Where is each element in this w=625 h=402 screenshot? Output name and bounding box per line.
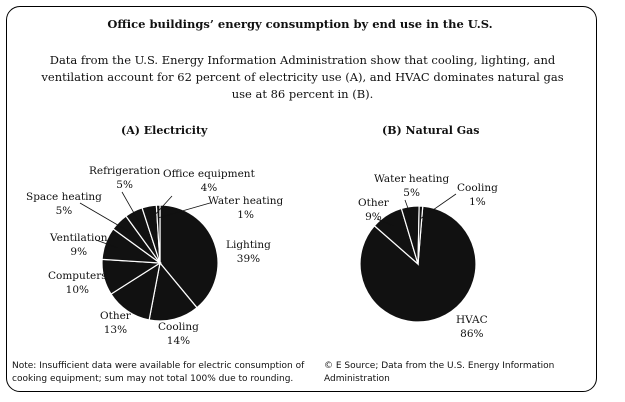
electricity-label-water-heating: Water heating 1% <box>208 194 283 222</box>
electricity-label-lighting-name: Lighting <box>226 239 271 251</box>
electricity-label-water-heating-name: Water heating <box>208 195 284 207</box>
electricity-leader-space-heating <box>79 202 129 232</box>
natural-gas-label-cooling-name: Cooling <box>457 182 498 194</box>
electricity-leader-ventilation <box>95 239 118 249</box>
electricity-leader-office-equipment <box>151 195 173 219</box>
electricity-label-computers-value: 10% <box>65 284 89 296</box>
electricity-label-lighting: Lighting 39% <box>226 238 271 266</box>
natural-gas-pie <box>359 193 477 323</box>
electricity-label-refrigeration-name: Refrigeration <box>89 165 161 177</box>
electricity-label-ventilation-name: Ventilation <box>50 232 108 244</box>
figure-title: Office buildings’ energy consumption by … <box>107 17 493 31</box>
electricity-label-other-value: 13% <box>103 324 128 336</box>
electricity-slice-water-heating <box>155 204 161 264</box>
electricity-label-cooling: Cooling 14% <box>158 320 199 348</box>
electricity-label-computers-name: Computers <box>48 270 107 282</box>
natural-gas-label-other-value: 9% <box>365 211 382 223</box>
electricity-slice-cooling <box>148 261 198 322</box>
electricity-label-cooling-value: 14% <box>166 335 191 347</box>
natural-gas-label-hvac-value: 86% <box>460 328 484 340</box>
electricity-label-refrigeration: Refrigeration 5% <box>89 164 160 192</box>
electricity-label-water-heating-value: 1% <box>237 209 254 221</box>
electricity-label-cooling-name: Cooling <box>158 321 199 333</box>
footnote: Note: Insufficient data were available f… <box>12 361 305 384</box>
electricity-label-office-equipment-name: Office equipment <box>163 168 255 180</box>
electricity-leader-refrigeration <box>121 191 140 223</box>
natural-gas-leader-other <box>376 218 394 227</box>
natural-gas-label-water-heating: Water heating 5% <box>374 172 449 200</box>
figure-frame <box>6 6 597 392</box>
electricity-label-ventilation-value: 9% <box>70 246 88 258</box>
electricity-pie <box>79 191 219 322</box>
natural-gas-slice-cooling <box>417 205 424 265</box>
electricity-leader-water-heating <box>158 202 211 219</box>
electricity-label-lighting-value: 39% <box>236 253 261 265</box>
natural-gas-panel-title: (B) Natural Gas <box>382 124 480 137</box>
electricity-label-refrigeration-value: 5% <box>116 179 133 191</box>
electricity-label-other-name: Other <box>100 310 131 322</box>
electricity-label-space-heating-value: 5% <box>55 205 73 217</box>
figure-subtitle: Data from the U.S. Energy Information Ad… <box>41 53 564 101</box>
natural-gas-label-cooling: Cooling 1% <box>457 181 498 209</box>
electricity-label-ventilation: Ventilation 9% <box>50 231 107 259</box>
source-credit: © E Source; Data from the U.S. Energy In… <box>324 361 555 384</box>
natural-gas-label-hvac: HVAC 86% <box>456 313 488 341</box>
natural-gas-label-hvac-name: HVAC <box>456 314 488 326</box>
electricity-slice-lighting <box>159 204 219 309</box>
electricity-label-space-heating-name: Space heating <box>26 191 102 203</box>
electricity-label-other: Other 13% <box>100 309 131 337</box>
natural-gas-leader-water-heating <box>404 199 413 220</box>
electricity-panel-title: (A) Electricity <box>121 124 208 137</box>
natural-gas-label-other-name: Other <box>358 197 389 209</box>
electricity-label-space-heating: Space heating 5% <box>26 190 102 218</box>
electricity-label-computers: Computers 10% <box>48 269 107 297</box>
electricity-label-office-equipment-value: 4% <box>200 182 218 194</box>
natural-gas-label-other: Other 9% <box>358 196 389 224</box>
natural-gas-label-water-heating-value: 5% <box>403 187 420 199</box>
natural-gas-label-water-heating-name: Water heating <box>374 173 450 185</box>
natural-gas-label-cooling-value: 1% <box>469 196 486 208</box>
electricity-label-office-equipment: Office equipment 4% <box>163 167 255 195</box>
natural-gas-leader-cooling <box>420 193 457 220</box>
